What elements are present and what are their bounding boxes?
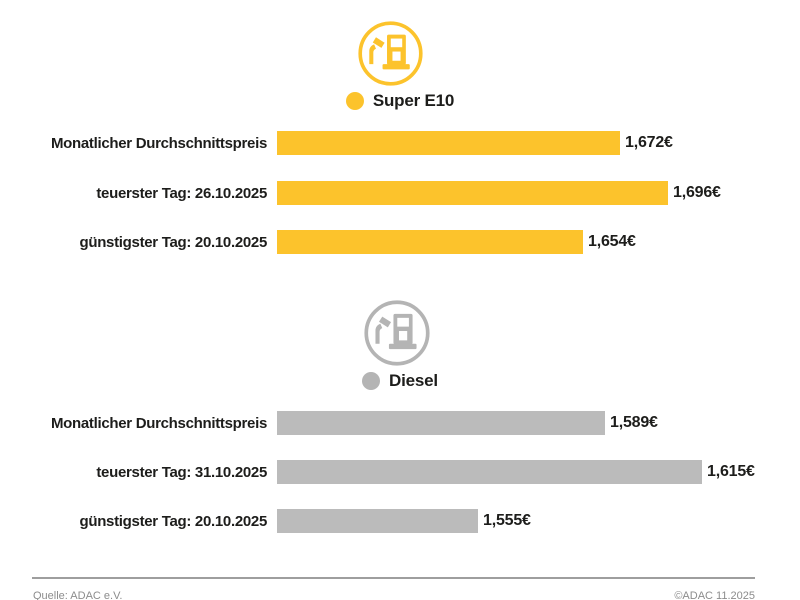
bar-value: 1,615€ (707, 463, 755, 480)
bar-row-diesel-cheapest-day: günstigster Tag: 20.10.2025 1,555€ (0, 509, 800, 533)
category-label: günstigster Tag: 20.10.2025 (79, 233, 267, 251)
legend-label-diesel: Diesel (389, 371, 438, 390)
bar-value: 1,672€ (625, 134, 673, 151)
category-label: teuerster Tag: 31.10.2025 (96, 463, 267, 481)
bar-value: 1,654€ (588, 233, 636, 250)
bar-row-diesel-most-expensive-day: teuerster Tag: 31.10.2025 1,615€ (0, 460, 800, 484)
category-label: günstigster Tag: 20.10.2025 (79, 512, 267, 530)
bar-value: 1,696€ (673, 184, 721, 201)
bar-e10-most-expensive-day (277, 181, 668, 205)
bar-value: 1,589€ (610, 414, 658, 431)
legend-super-e10: Super E10 (0, 91, 800, 111)
bar-diesel-most-expensive-day (277, 460, 702, 484)
bar-row-e10-average: Monatlicher Durchschnittspreis 1,672€ (0, 131, 800, 155)
diesel-fuel-pump-icon (363, 299, 431, 367)
bar-diesel-cheapest-day (277, 509, 478, 533)
legend-dot-diesel (362, 372, 381, 390)
bar-row-diesel-average: Monatlicher Durchschnittspreis 1,589€ (0, 411, 800, 435)
bar-value: 1,555€ (483, 512, 531, 529)
footer-divider (32, 577, 755, 579)
super-e10-fuel-pump-icon (357, 20, 424, 87)
bar-diesel-average (277, 411, 605, 435)
source-credit: Quelle: ADAC e.V. (33, 590, 123, 600)
bar-row-e10-cheapest-day: günstigster Tag: 20.10.2025 1,654€ (0, 230, 800, 254)
legend-diesel: Diesel (0, 371, 800, 391)
legend-label-super-e10: Super E10 (372, 91, 455, 110)
category-label: Monatlicher Durchschnittspreis (50, 414, 267, 432)
copyright-notice: ©ADAC 11.2025 (674, 590, 755, 600)
legend-dot-super-e10 (345, 92, 364, 110)
bar-e10-cheapest-day (277, 230, 583, 254)
category-label: Monatlicher Durchschnittspreis (50, 134, 267, 152)
category-label: teuerster Tag: 26.10.2025 (96, 184, 267, 202)
bar-row-e10-most-expensive-day: teuerster Tag: 26.10.2025 1,696€ (0, 181, 800, 205)
bar-e10-average (277, 131, 620, 155)
